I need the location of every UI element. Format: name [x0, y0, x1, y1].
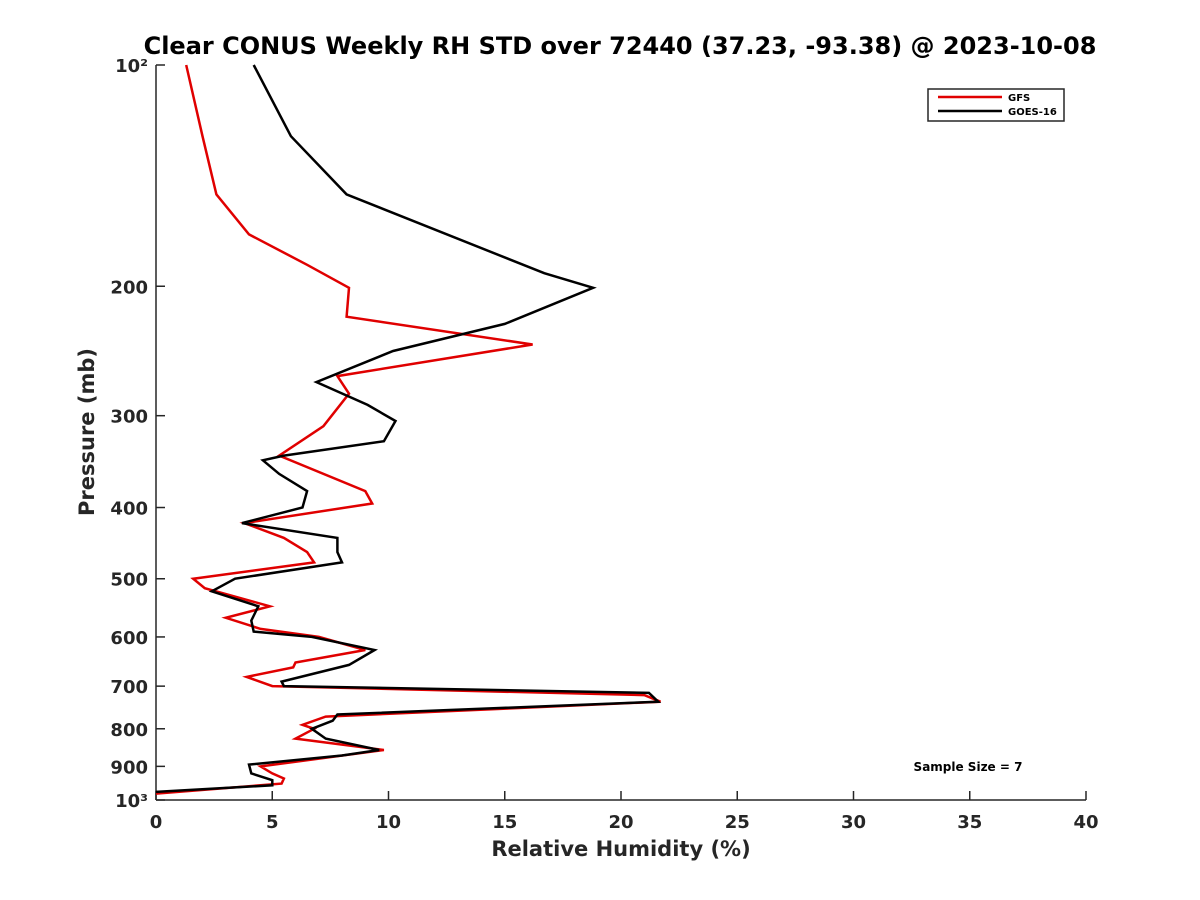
- series-line-gfs: [155, 64, 661, 795]
- y-tick-label: 500: [110, 570, 148, 591]
- y-tick-label: 600: [110, 628, 148, 649]
- y-tick-label: 700: [110, 677, 148, 698]
- series-lines: [155, 64, 662, 795]
- x-tick-label: 15: [492, 812, 517, 833]
- x-tick-label: 5: [266, 812, 279, 833]
- legend-label-gfs: GFS: [1008, 93, 1030, 104]
- y-tick-label: 300: [110, 407, 148, 428]
- x-tick-label: 25: [725, 812, 750, 833]
- legend: GFS GOES-16: [927, 88, 1065, 122]
- y-tick-label: 10³: [115, 791, 148, 812]
- x-axis-ticks: 0 5 10 15 20 25 30 35 40: [150, 791, 1099, 833]
- y-tick-label: 400: [110, 499, 148, 520]
- chart-title: Clear CONUS Weekly RH STD over 72440 (37…: [144, 32, 1097, 60]
- x-tick-label: 35: [957, 812, 982, 833]
- y-tick-label: 800: [110, 720, 148, 741]
- plot-area: 0 5 10 15 20 25 30 35 40 10² 200 300 400 500 600 700 80…: [110, 56, 1098, 833]
- x-tick-label: 20: [608, 812, 633, 833]
- legend-label-goes-16: GOES-16: [1008, 107, 1057, 118]
- x-tick-label: 40: [1073, 812, 1098, 833]
- x-tick-label: 0: [150, 812, 163, 833]
- x-tick-label: 10: [376, 812, 401, 833]
- legend-box: [927, 88, 1065, 122]
- y-tick-label: 900: [110, 757, 148, 778]
- y-axis-ticks: 10² 200 300 400 500 600 700 800 900 10³: [110, 56, 165, 812]
- x-axis-label: Relative Humidity (%): [491, 837, 750, 861]
- y-tick-label: 10²: [115, 56, 148, 77]
- series-line-goes-16: [155, 64, 662, 794]
- x-tick-label: 30: [841, 812, 866, 833]
- y-axis-label: Pressure (mb): [75, 348, 99, 516]
- y-tick-label: 200: [110, 277, 148, 298]
- sample-size-annotation: Sample Size = 7: [914, 760, 1023, 774]
